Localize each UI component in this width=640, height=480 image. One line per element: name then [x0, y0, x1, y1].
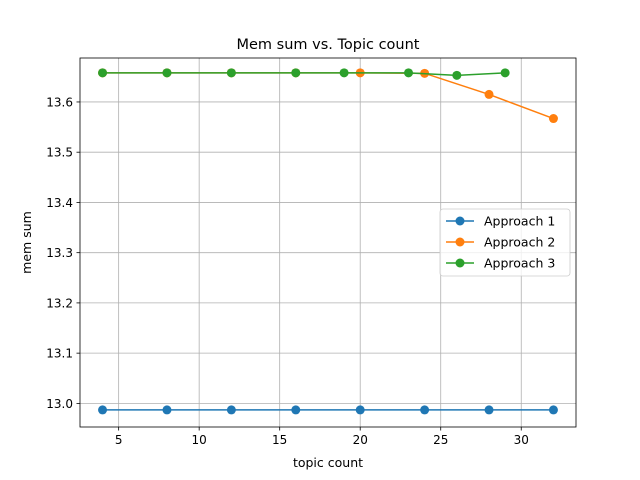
chart-title: Mem sum vs. Topic count: [237, 37, 420, 53]
y-tick-label: 13.4: [46, 196, 73, 210]
y-axis-label: mem sum: [19, 211, 34, 274]
x-tick-label: 15: [272, 433, 287, 447]
data-point: [162, 68, 172, 78]
x-axis-label: topic count: [293, 455, 363, 470]
legend-item: Approach 3: [446, 256, 555, 271]
data-point: [452, 70, 462, 80]
data-point: [291, 68, 301, 78]
data-point: [98, 405, 108, 415]
x-tick-label: 20: [353, 433, 368, 447]
data-point: [291, 405, 301, 415]
x-tick-label: 10: [192, 433, 207, 447]
legend-marker: [455, 216, 465, 226]
y-tick-label: 13.0: [46, 397, 73, 411]
data-point: [226, 405, 236, 415]
data-point: [548, 405, 558, 415]
x-tick-label: 25: [433, 433, 448, 447]
data-point: [500, 68, 510, 78]
y-tick-label: 13.5: [46, 146, 73, 160]
x-tick-label: 5: [115, 433, 123, 447]
y-tick-label: 13.3: [46, 246, 73, 260]
data-point: [420, 405, 430, 415]
series-1: [98, 405, 558, 415]
legend-marker: [455, 258, 465, 268]
legend-label: Approach 3: [484, 256, 555, 271]
data-point: [355, 405, 365, 415]
legend-item: Approach 2: [446, 235, 555, 250]
data-point: [226, 68, 236, 78]
series-3: [98, 68, 510, 80]
data-point: [162, 405, 172, 415]
legend-label: Approach 1: [484, 214, 555, 229]
x-tick-label: 30: [514, 433, 529, 447]
y-tick-label: 13.1: [46, 347, 73, 361]
data-point: [484, 89, 494, 99]
series-layer: [98, 68, 558, 415]
legend-label: Approach 2: [484, 235, 555, 250]
legend-item: Approach 1: [446, 214, 555, 229]
data-point: [484, 405, 494, 415]
legend-marker: [455, 237, 465, 247]
legend: Approach 1 Approach 2 Approach 3: [439, 208, 571, 277]
data-point: [98, 68, 108, 78]
ticks: 5 10 15 20 25 30 13.0 13.1 13.2 13.3 13.4 13.5 13.6: [46, 95, 529, 447]
y-tick-label: 13.6: [46, 95, 73, 109]
data-point: [548, 114, 558, 124]
data-point: [339, 68, 349, 78]
y-tick-label: 13.2: [46, 296, 73, 310]
data-point: [404, 68, 414, 78]
series-line: [102, 72, 506, 77]
plot-frame: [79, 57, 577, 428]
legend-frame: [439, 208, 571, 277]
